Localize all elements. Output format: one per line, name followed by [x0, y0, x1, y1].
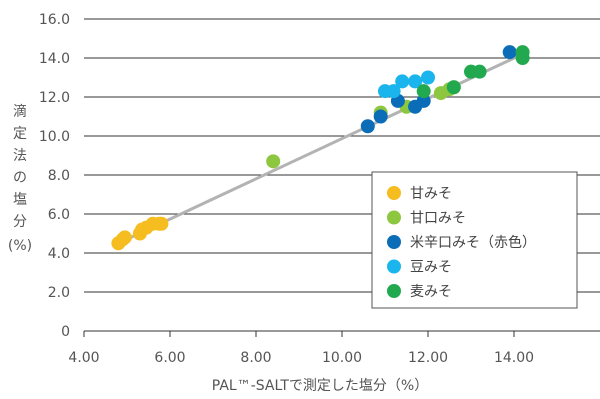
data-point [472, 64, 487, 79]
legend-label: 甘みそ [410, 186, 452, 202]
x-tick-label: 4.00 [68, 350, 99, 366]
y-axis-title-char: 塩 [13, 192, 27, 208]
y-tick-label: 8.0 [48, 168, 70, 184]
data-point [502, 45, 517, 60]
x-tick-label: 6.00 [154, 350, 185, 366]
legend-marker [387, 259, 401, 274]
data-point [266, 154, 281, 169]
grid-layer [84, 18, 600, 332]
legend-marker [387, 210, 401, 225]
x-tick-label: 14.00 [494, 350, 534, 366]
x-axis-title: PAL™-SALTで測定した塩分（%） [212, 378, 428, 394]
y-tick-label: 6.0 [48, 207, 70, 223]
y-axis-title-char: 分 [13, 214, 27, 230]
data-point [416, 93, 431, 108]
y-axis-title-char: の [13, 170, 27, 186]
legend-label: 甘口みそ [410, 211, 466, 227]
y-tick-label: 14.0 [39, 51, 70, 67]
x-tick-label: 8.00 [240, 350, 271, 366]
legend-box [371, 171, 578, 309]
data-point [395, 74, 410, 89]
y-tick-label: 2.0 [48, 285, 70, 301]
data-points-layer [111, 45, 530, 251]
data-point [421, 70, 435, 85]
x-tick-label: 10.00 [322, 350, 362, 366]
y-axis-title-char: 定 [13, 126, 27, 142]
legend-label: 麦みそ [410, 284, 452, 300]
data-point [360, 119, 375, 134]
legend-marker [387, 186, 401, 200]
legend-marker [387, 284, 401, 298]
data-point [408, 74, 423, 89]
axis-layer: 0 2.0 4.0 6.0 8.0 10.0 12.0 14.0 16.0 4.00 6.00 8.0… [8, 12, 534, 394]
data-point [515, 45, 530, 60]
y-axis-title-char: 法 [13, 148, 27, 164]
data-point [117, 230, 132, 245]
y-tick-label: 4.0 [48, 246, 70, 262]
data-point [446, 80, 461, 95]
x-tick-label: 12.00 [408, 350, 448, 366]
legend-marker [387, 235, 401, 249]
data-point [386, 84, 401, 99]
y-axis-title-char: (%) [8, 238, 32, 254]
y-tick-label: 10.0 [39, 129, 70, 145]
y-tick-label: 12.0 [39, 90, 70, 106]
data-point [154, 216, 169, 231]
legend-label: 米辛口みそ（赤色） [410, 234, 536, 251]
legend-label: 豆みそ [410, 260, 452, 276]
y-tick-label: 0 [61, 324, 70, 340]
data-point [373, 109, 388, 124]
y-tick-label: 16.0 [39, 12, 70, 28]
data-point [416, 84, 431, 99]
y-axis-title-char: 滴 [13, 103, 27, 120]
